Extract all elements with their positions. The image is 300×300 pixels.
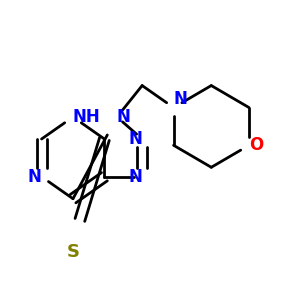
Text: N: N xyxy=(28,168,42,186)
Text: N: N xyxy=(128,168,142,186)
Text: N: N xyxy=(117,108,131,126)
Text: NH: NH xyxy=(73,108,101,126)
Text: O: O xyxy=(249,136,263,154)
Text: N: N xyxy=(174,90,188,108)
Text: N: N xyxy=(128,130,142,148)
Text: S: S xyxy=(67,243,80,261)
